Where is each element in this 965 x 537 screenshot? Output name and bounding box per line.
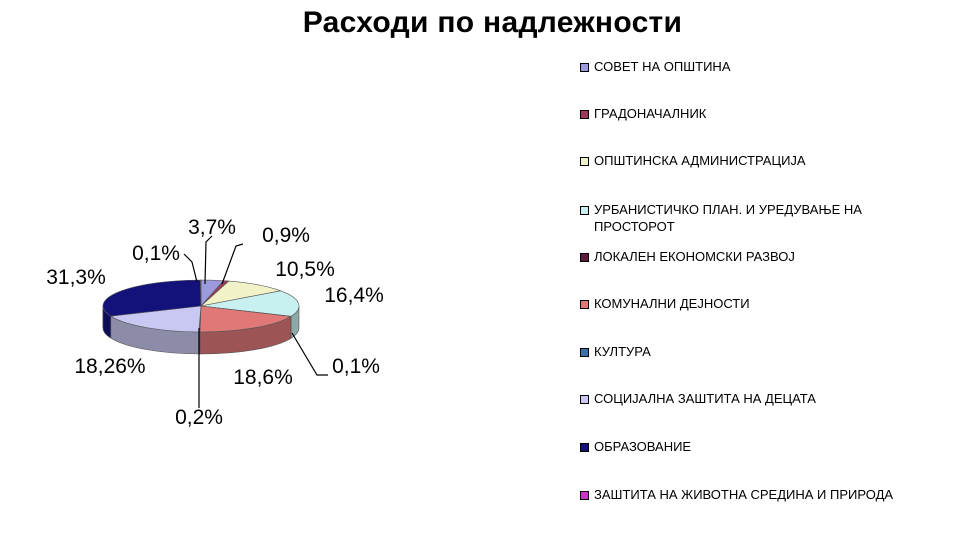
pie-slice <box>102 279 202 317</box>
pie-slice <box>109 305 202 333</box>
legend-swatch <box>580 443 589 452</box>
data-label: 16,4% <box>324 284 384 307</box>
legend-item: ЛОКАЛЕН ЕКОНОМСКИ РАЗВОЈ <box>580 248 934 265</box>
legend-label: УРБАНИСТИЧКО ПЛАН. И УРЕДУВАЊЕ НА ПРОСТО… <box>594 202 862 234</box>
pie-slice <box>199 305 292 333</box>
data-label: 31,3% <box>46 266 106 289</box>
data-label: 0,2% <box>175 406 223 429</box>
legend-swatch <box>580 491 589 500</box>
leader-line <box>204 235 213 285</box>
legend-swatch <box>580 253 589 262</box>
legend-label: СОЦИЈАЛНА ЗАШТИТА НА ДЕЦАТА <box>594 391 816 406</box>
legend-label: СОВЕТ НА ОПШТИНА <box>594 59 731 74</box>
legend-item: УРБАНИСТИЧКО ПЛАН. И УРЕДУВАЊЕ НА ПРОСТО… <box>580 201 934 235</box>
leader-line <box>221 243 244 285</box>
legend-label: КОМУНАЛНИ ДЕЈНОСТИ <box>594 296 750 311</box>
data-label: 18,26% <box>74 355 145 378</box>
data-label: 10,5% <box>275 258 335 281</box>
pie-slice <box>200 290 300 317</box>
legend-label: ГРАДОНАЧАЛНИК <box>594 106 707 121</box>
legend-label: ЛОКАЛЕН ЕКОНОМСКИ РАЗВОЈ <box>594 249 795 264</box>
legend-label: ОБРАЗОВАНИЕ <box>594 439 692 454</box>
legend-swatch <box>580 348 589 357</box>
data-label: 3,7% <box>188 216 236 239</box>
legend-swatch <box>580 110 589 119</box>
legend-item: ГРАДОНАЧАЛНИК <box>580 105 934 122</box>
legend-swatch <box>580 395 589 404</box>
legend-item: КУЛТУРА <box>580 343 934 360</box>
legend-item: ОПШТИНСКА АДМИНИСТРАЦИЈА <box>580 152 934 169</box>
legend-swatch <box>580 206 589 215</box>
data-label: 0,9% <box>262 224 310 247</box>
data-label: 0,1% <box>132 242 180 265</box>
data-label: 18,6% <box>233 366 293 389</box>
legend-item: ОБРАЗОВАНИЕ <box>580 438 934 455</box>
chart-title: Расходи по надлежности <box>302 6 683 39</box>
legend-label: ЗАШТИТА НА ЖИВОТНА СРЕДИНА И ПРИРОДА <box>594 487 894 502</box>
legend-swatch <box>580 157 589 166</box>
legend-swatch <box>580 63 589 72</box>
legend-label: КУЛТУРА <box>594 344 651 359</box>
leader-line <box>291 332 328 376</box>
pie-slice <box>200 279 202 307</box>
legend-item: СОЦИЈАЛНА ЗАШТИТА НА ДЕЦАТА <box>580 390 934 407</box>
legend-swatch <box>580 300 589 309</box>
data-label: 0,1% <box>332 355 380 378</box>
legend-item: ЗАШТИТА НА ЖИВОТНА СРЕДИНА И ПРИРОДА <box>580 486 934 503</box>
legend-label: ОПШТИНСКА АДМИНИСТРАЦИЈА <box>594 153 806 168</box>
legend-item: КОМУНАЛНИ ДЕЈНОСТИ <box>580 295 934 312</box>
leader-line <box>183 253 198 283</box>
legend-item: СОВЕТ НА ОПШТИНА <box>580 58 934 75</box>
